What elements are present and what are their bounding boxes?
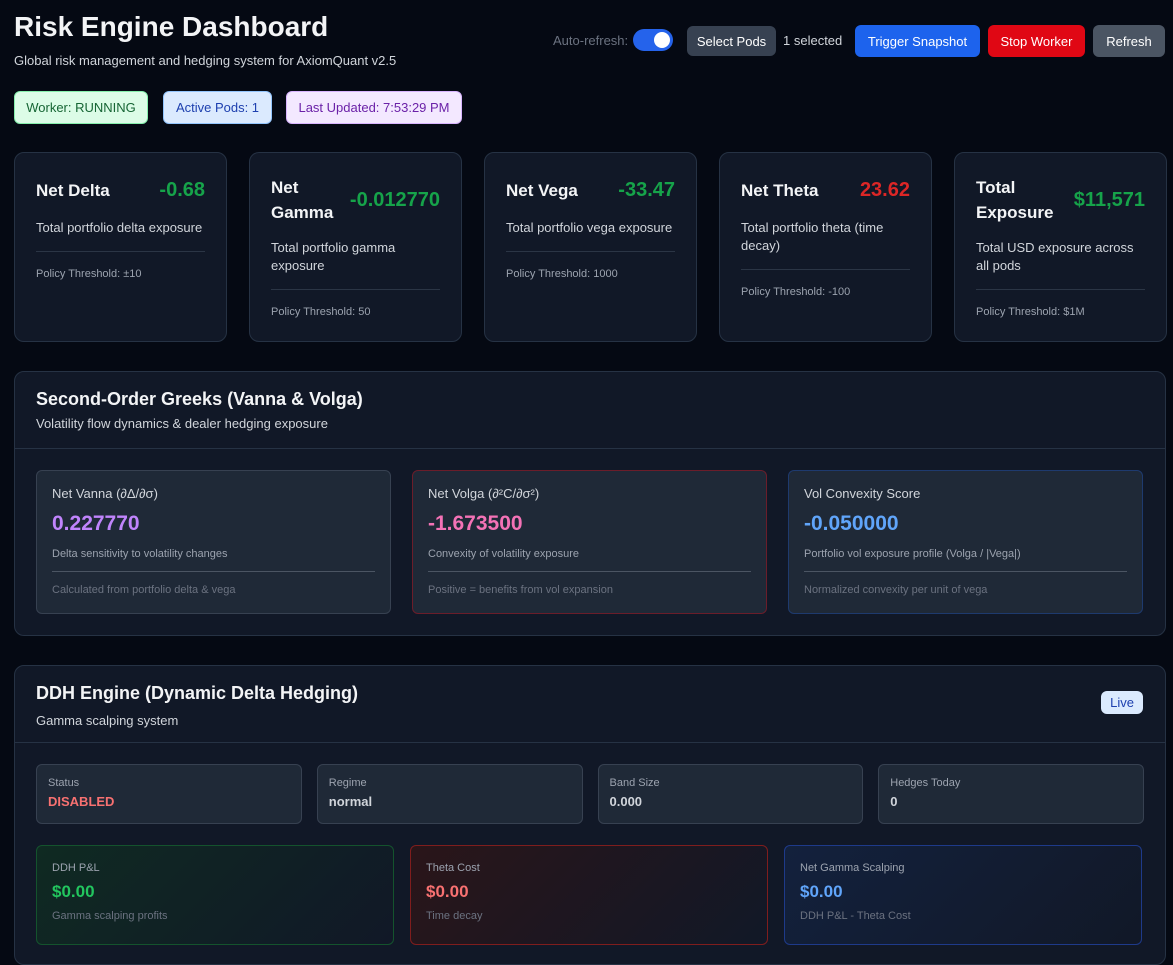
page-title: Risk Engine Dashboard — [14, 11, 329, 42]
stat-label: Band Size — [609, 777, 660, 789]
refresh-button[interactable]: Refresh — [1093, 25, 1165, 57]
stat-label: Status — [48, 777, 80, 789]
ddh-card-description: Gamma scalping profits — [52, 910, 168, 922]
section-header: Second-Order Greeks (Vanna & Volga) Vola… — [15, 372, 1165, 449]
ddh-stat: Hedges Today 0 — [878, 764, 1144, 824]
ddh-card: Theta Cost $0.00 Time decay — [410, 845, 768, 945]
stat-label: Regime — [328, 777, 367, 789]
ddh-stats: Status DISABLED Regime normal Band Size 0.000… — [15, 743, 1165, 824]
metric-description: Total portfolio gamma exposure — [271, 239, 440, 290]
ddh-card-description: Time decay — [426, 910, 483, 922]
section-title: Second-Order Greeks (Vanna & Volga) — [36, 389, 363, 409]
metric-threshold: Policy Threshold: 1000 — [506, 268, 618, 280]
metric-description: Total portfolio theta (time decay) — [741, 219, 910, 270]
ddh-card-value: $0.00 — [800, 882, 843, 901]
ddh-section: DDH Engine (Dynamic Delta Hedging) Gamma… — [14, 665, 1166, 965]
metric-card: Net Delta -0.68 Total portfolio delta expo… — [14, 152, 227, 342]
worker-badge: Worker: RUNNING — [14, 91, 148, 124]
auto-refresh-toggle[interactable] — [633, 29, 673, 51]
metric-value: $11,571 — [1073, 188, 1145, 211]
metric-name: Net Vega — [506, 180, 578, 200]
metric-value: -0.012770 — [349, 188, 440, 211]
greek-card: Net Vanna (∂Δ/∂σ) 0.227770 Delta sensitivi… — [36, 470, 391, 614]
ddh-cards: DDH P&L $0.00 Gamma scalping profits Theta … — [15, 824, 1165, 945]
greek-note: Positive = benefits from vol expansion — [428, 584, 613, 596]
greek-note: Normalized convexity per unit of vega — [804, 584, 988, 596]
metric-card: Net Gamma -0.012770 Total portfolio gamma … — [249, 152, 462, 342]
metric-header: Net Gamma -0.012770 — [271, 175, 440, 225]
metric-threshold: Policy Threshold: 50 — [271, 306, 371, 318]
metric-header: Net Vega -33.47 — [506, 175, 675, 205]
metric-threshold: Policy Threshold: $1M — [976, 306, 1085, 318]
greek-note: Calculated from portfolio delta & vega — [52, 584, 236, 596]
ddh-card: DDH P&L $0.00 Gamma scalping profits — [36, 845, 394, 945]
greek-value: -1.673500 — [428, 512, 523, 535]
greek-description: Delta sensitivity to volatility changes — [52, 548, 375, 572]
greek-label: Net Volga (∂²C/∂σ²) — [428, 486, 540, 501]
metric-header: Total Exposure $11,571 — [976, 175, 1145, 225]
greek-card: Vol Convexity Score -0.050000 Portfolio vo… — [788, 470, 1143, 614]
ddh-card: Net Gamma Scalping $0.00 DDH P&L - Theta C… — [784, 845, 1142, 945]
greek-description: Convexity of volatility exposure — [428, 548, 751, 572]
metric-name: Net Delta — [36, 180, 110, 200]
stat-value: normal — [328, 794, 373, 809]
section-header: DDH Engine (Dynamic Delta Hedging) Gamma… — [15, 666, 1165, 743]
ddh-stat: Band Size 0.000 — [597, 764, 864, 824]
ddh-card-description: DDH P&L - Theta Cost — [800, 910, 911, 922]
greek-value: 0.227770 — [52, 512, 140, 535]
stop-worker-button[interactable]: Stop Worker — [988, 25, 1085, 57]
stat-label: Hedges Today — [890, 777, 961, 789]
page-subtitle: Global risk management and hedging syste… — [14, 53, 397, 68]
ddh-card-value: $0.00 — [52, 882, 95, 901]
metric-value: -0.68 — [159, 178, 205, 201]
metric-card: Net Theta 23.62 Total portfolio theta (tim… — [719, 152, 932, 342]
ddh-stat: Status DISABLED — [36, 764, 302, 824]
metric-name: Net Gamma — [271, 178, 334, 222]
metric-description: Total USD exposure across all pods — [976, 239, 1145, 290]
second-order-section: Second-Order Greeks (Vanna & Volga) Vola… — [14, 371, 1166, 636]
metric-description: Total portfolio delta exposure — [36, 219, 205, 252]
metric-card: Net Vega -33.47 Total portfolio vega expos… — [484, 152, 697, 342]
selected-count: 1 selected — [783, 33, 843, 48]
dashboard: Risk Engine Dashboard Global risk manage… — [14, 11, 1167, 965]
greek-label: Net Vanna (∂Δ/∂σ) — [52, 486, 158, 501]
updated-badge: Last Updated: 7:53:29 PM — [286, 91, 462, 124]
ddh-card-label: DDH P&L — [52, 862, 100, 874]
metric-value: -33.47 — [618, 178, 675, 201]
stat-value: 0.000 — [609, 794, 643, 809]
ddh-card-label: Theta Cost — [426, 862, 480, 874]
stat-value: 0 — [890, 794, 898, 809]
section-title: DDH Engine (Dynamic Delta Hedging) — [36, 683, 359, 703]
greek-value: -0.050000 — [804, 512, 899, 535]
greek-cards: Net Vanna (∂Δ/∂σ) 0.227770 Delta sensitivi… — [15, 449, 1165, 614]
metric-header: Net Theta 23.62 — [741, 175, 910, 205]
select-pods-button[interactable]: Select Pods — [687, 26, 776, 56]
metric-name: Total Exposure — [976, 178, 1054, 222]
auto-refresh-label: Auto-refresh: — [553, 33, 629, 48]
pods-badge: Active Pods: 1 — [163, 91, 272, 124]
greek-label: Vol Convexity Score — [804, 486, 921, 501]
greek-card: Net Volga (∂²C/∂σ²) -1.673500 Convexity of… — [412, 470, 767, 614]
ddh-card-label: Net Gamma Scalping — [800, 862, 905, 874]
metric-threshold: Policy Threshold: ±10 — [36, 268, 142, 280]
section-subtitle: Volatility flow dynamics & dealer hedgin… — [36, 416, 328, 431]
section-subtitle: Gamma scalping system — [36, 713, 179, 728]
metric-cards: Net Delta -0.68 Total portfolio delta expo… — [14, 152, 1167, 342]
metric-description: Total portfolio vega exposure — [506, 219, 675, 252]
ddh-stat: Regime normal — [316, 764, 583, 824]
live-badge: Live — [1101, 691, 1143, 714]
metric-name: Net Theta — [741, 180, 819, 200]
greek-description: Portfolio vol exposure profile (Volga / … — [804, 548, 1127, 572]
metric-header: Net Delta -0.68 — [36, 175, 205, 205]
ddh-card-value: $0.00 — [426, 882, 469, 901]
stat-value: DISABLED — [48, 794, 115, 809]
metric-card: Total Exposure $11,571 Total USD exposure … — [954, 152, 1167, 342]
metric-threshold: Policy Threshold: -100 — [741, 286, 851, 298]
trigger-snapshot-button[interactable]: Trigger Snapshot — [855, 25, 980, 57]
metric-value: 23.62 — [859, 178, 910, 201]
